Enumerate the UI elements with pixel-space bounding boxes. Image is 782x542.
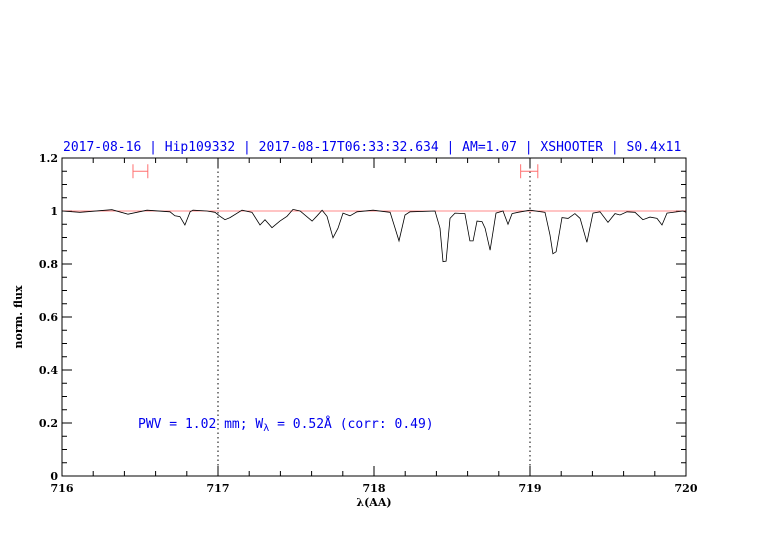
- y-tick-label: 0: [50, 470, 58, 483]
- x-axis-label: λ(AA): [356, 496, 391, 509]
- annotation-subscript: λ: [263, 423, 269, 434]
- x-tick-label: 719: [519, 482, 542, 495]
- pwv-annotation: PWV = 1.02 mm; Wλ = 0.52Å (corr: 0.49): [138, 416, 434, 434]
- x-tick-label: 717: [207, 482, 230, 495]
- annotation-suffix: = 0.52Å (corr: 0.49): [269, 416, 433, 432]
- y-tick-label: 0.6: [39, 311, 58, 324]
- chart-title: 2017-08-16 | Hip109332 | 2017-08-17T06:3…: [63, 140, 681, 155]
- y-tick-label: 1.2: [39, 152, 58, 165]
- y-tick-label: 0.4: [39, 364, 58, 377]
- x-tick-label: 718: [363, 482, 386, 495]
- x-tick-label: 716: [51, 482, 74, 495]
- y-axis-label: norm. flux: [12, 285, 25, 348]
- plot-frame: [61, 157, 687, 477]
- spectrum-line: [61, 208, 687, 263]
- y-tick-label: 0.2: [39, 417, 58, 430]
- x-tick-label: 720: [675, 482, 698, 495]
- y-tick-label: 0.8: [39, 258, 58, 271]
- y-tick-label: 1: [50, 205, 58, 218]
- annotation-prefix: PWV = 1.02 mm; W: [138, 417, 263, 432]
